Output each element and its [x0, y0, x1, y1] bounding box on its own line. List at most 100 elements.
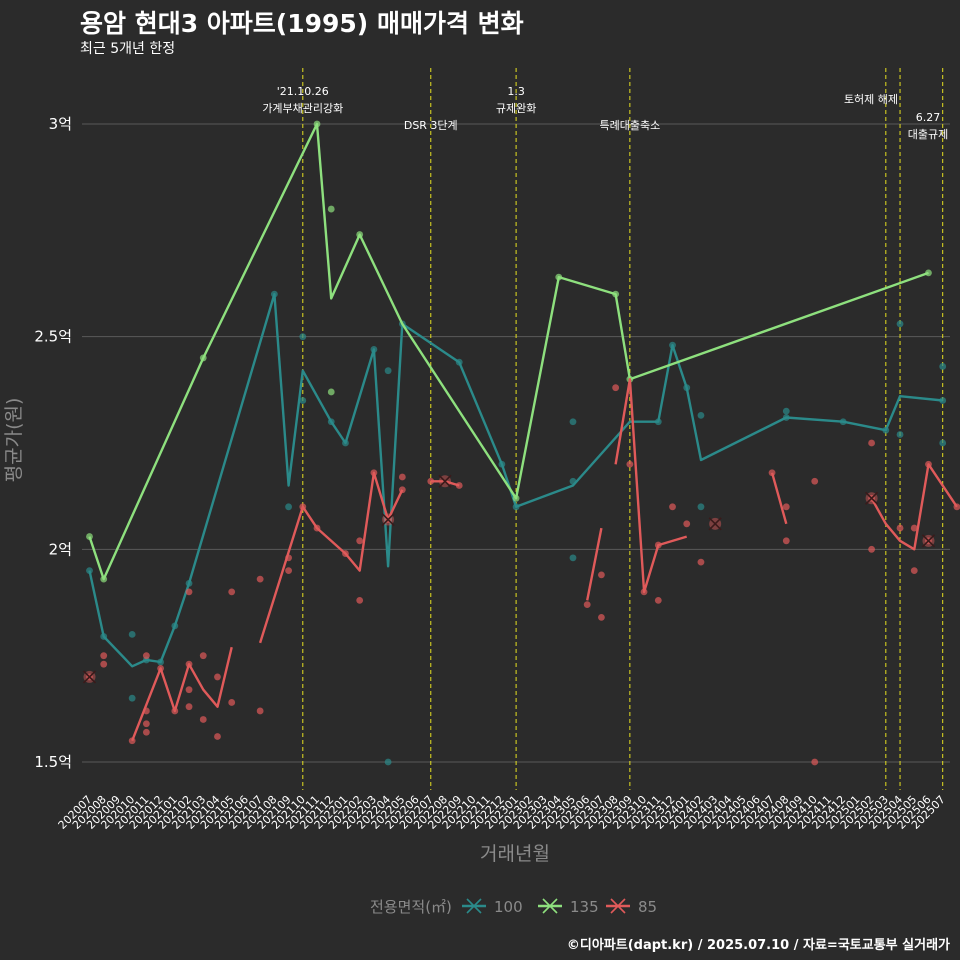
data-point-85 — [356, 596, 364, 604]
data-point-85 — [185, 703, 193, 711]
data-point-100 — [939, 363, 947, 370]
data-point-85 — [697, 558, 705, 566]
legend-label-135: 135 — [570, 898, 599, 916]
data-point-85 — [398, 486, 406, 494]
chart-title: 용암 현대3 아파트(1995) 매매가격 변화 — [80, 9, 524, 38]
data-point-85 — [868, 545, 875, 553]
data-point-85 — [925, 460, 932, 468]
data-point-135 — [555, 273, 563, 281]
data-point-85 — [683, 520, 691, 528]
data-point-85 — [398, 473, 406, 481]
event-label: 특례대출축소 — [599, 119, 660, 132]
data-point-85 — [185, 660, 193, 668]
data-point-85 — [228, 699, 236, 706]
series-layer — [82, 120, 960, 766]
series-line-85 — [586, 527, 603, 601]
data-point-100 — [569, 477, 577, 485]
cross-marker — [438, 474, 452, 488]
data-point-85 — [782, 503, 790, 511]
data-point-85 — [342, 550, 349, 557]
data-point-85 — [612, 384, 620, 392]
data-point-85 — [199, 652, 207, 660]
data-point-100 — [569, 418, 577, 426]
data-point-85 — [640, 588, 648, 596]
cross-marker — [708, 517, 722, 531]
series-line-85 — [870, 463, 958, 551]
data-point-85 — [313, 524, 321, 532]
data-point-85 — [626, 460, 634, 468]
legend-label-100: 100 — [494, 898, 523, 916]
data-point-100 — [270, 290, 278, 298]
data-point-85 — [299, 503, 307, 511]
cross-marker — [921, 534, 936, 548]
legend: 전용면적(㎡) 100 135 85 — [370, 898, 657, 916]
data-point-100 — [342, 439, 349, 447]
data-point-85 — [896, 524, 904, 532]
series-line-85 — [258, 471, 404, 644]
data-point-100 — [569, 554, 577, 562]
data-point-135 — [512, 494, 520, 502]
data-point-85 — [171, 707, 179, 715]
legend-title: 전용면적(㎡) — [370, 898, 452, 916]
y-tick-label: 3억 — [49, 115, 72, 133]
data-point-100 — [384, 367, 392, 375]
data-point-100 — [285, 503, 292, 511]
data-point-135 — [327, 388, 335, 396]
data-point-85 — [370, 469, 378, 477]
data-point-100 — [370, 346, 378, 353]
series-line-135 — [88, 122, 929, 581]
data-point-100 — [327, 418, 335, 426]
data-point-85 — [782, 537, 790, 545]
data-point-85 — [214, 673, 221, 681]
data-point-100 — [128, 694, 136, 702]
data-point-100 — [512, 503, 520, 511]
y-tick-label: 2억 — [49, 540, 72, 558]
data-point-100 — [896, 431, 904, 438]
data-point-85 — [199, 716, 207, 723]
data-point-100 — [498, 460, 506, 468]
data-point-85 — [142, 728, 150, 736]
cross-marker — [381, 512, 395, 527]
data-point-85 — [356, 537, 364, 545]
data-point-85 — [654, 541, 662, 549]
data-point-135 — [925, 269, 932, 277]
data-point-100 — [171, 622, 179, 630]
data-point-100 — [697, 411, 705, 419]
cross-marker — [82, 670, 97, 684]
data-point-85 — [910, 524, 918, 532]
data-point-100 — [939, 397, 947, 404]
event-label: 토허제 해제 — [844, 92, 898, 106]
data-point-135 — [356, 231, 364, 238]
data-point-85 — [185, 588, 193, 596]
data-point-100 — [669, 341, 676, 349]
y-tick-label: 2.5억 — [34, 328, 72, 346]
data-point-85 — [910, 567, 918, 574]
data-point-85 — [228, 588, 236, 596]
data-point-85 — [142, 720, 150, 728]
data-point-85 — [214, 733, 221, 740]
event-label: 1.3 — [507, 85, 525, 98]
data-point-100 — [782, 407, 790, 415]
data-point-100 — [100, 633, 108, 640]
x-tick-labels: 2020072020082020092020102020112020122021… — [56, 793, 948, 832]
source-caption: ©디아파트(dapt.kr) / 2025.07.10 / 자료=국토교통부 실… — [566, 938, 950, 953]
y-tick-label: 1.5억 — [34, 753, 72, 771]
data-point-85 — [811, 758, 819, 766]
data-point-100 — [86, 567, 93, 574]
data-point-85 — [598, 613, 605, 621]
data-point-100 — [839, 418, 847, 426]
legend-cross-85 — [610, 898, 626, 914]
data-point-100 — [299, 333, 307, 341]
data-point-85 — [768, 469, 776, 477]
data-point-85 — [455, 482, 463, 489]
data-point-100 — [697, 503, 705, 511]
data-point-85 — [157, 665, 165, 672]
data-point-85 — [256, 575, 264, 583]
y-axis-title: 평균가(원) — [3, 398, 25, 483]
data-point-100 — [896, 320, 904, 328]
data-point-100 — [384, 758, 392, 766]
data-point-135 — [199, 354, 207, 362]
data-point-85 — [285, 567, 292, 574]
